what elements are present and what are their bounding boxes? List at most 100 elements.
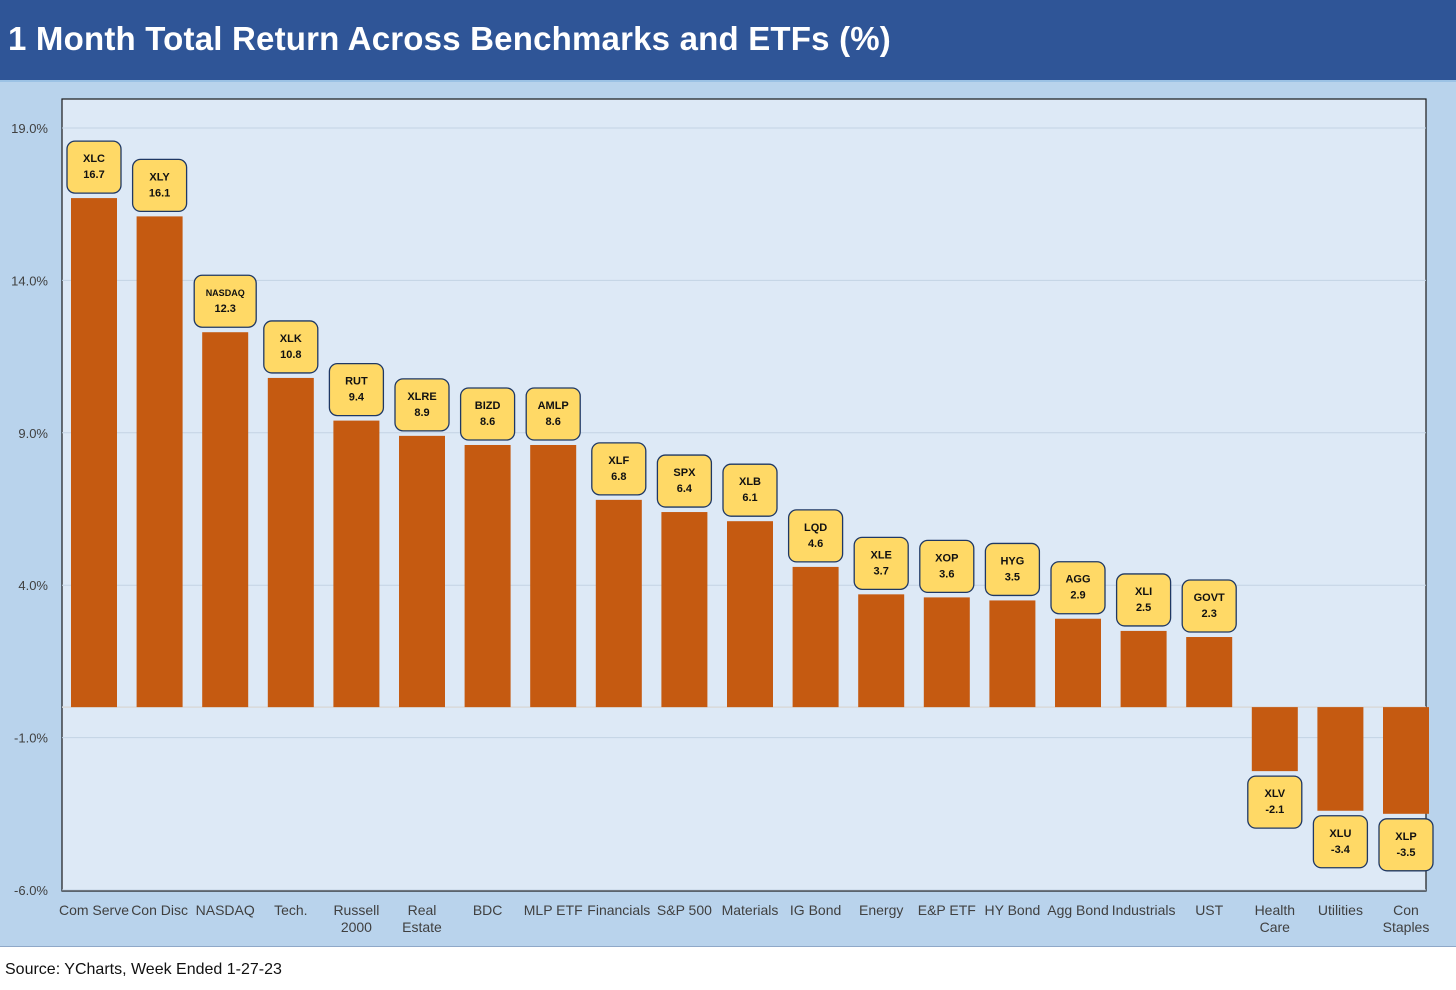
y-tick-label: 19.0% bbox=[11, 121, 48, 136]
data-label-ticker: XLY bbox=[149, 171, 170, 183]
data-label-value: 2.9 bbox=[1070, 590, 1085, 602]
data-label-ticker: XLB bbox=[739, 476, 761, 488]
bar bbox=[923, 597, 970, 708]
data-label-ticker: XLP bbox=[1395, 831, 1416, 843]
data-label-box bbox=[394, 378, 450, 432]
x-tick-label: UST bbox=[1195, 902, 1223, 918]
x-tick-label: IG Bond bbox=[790, 902, 841, 918]
data-label-box bbox=[263, 320, 319, 374]
data-label-ticker: XLV bbox=[1265, 788, 1286, 800]
footer: Source: YCharts, Week Ended 1-27-23 bbox=[0, 946, 1456, 990]
data-label-value: 3.6 bbox=[939, 568, 954, 580]
data-label-ticker: XLF bbox=[608, 455, 629, 467]
data-label-box bbox=[131, 158, 188, 213]
chart-title: 1 Month Total Return Across Benchmarks a… bbox=[8, 20, 891, 57]
data-label-ticker: NASDAQ bbox=[206, 288, 245, 298]
data-label-ticker: AGG bbox=[1065, 574, 1090, 586]
data-label-ticker: XLI bbox=[1135, 586, 1152, 598]
bar bbox=[989, 600, 1036, 708]
bar bbox=[333, 420, 380, 708]
data-label-box bbox=[787, 509, 844, 563]
bar bbox=[792, 566, 839, 708]
x-tick-label: MLP ETF bbox=[524, 902, 583, 918]
x-tick-label: Utilities bbox=[1318, 902, 1363, 918]
data-label-value: 2.3 bbox=[1202, 608, 1217, 620]
x-tick-label: E&P ETF bbox=[918, 902, 976, 918]
bar bbox=[530, 444, 577, 708]
bar bbox=[136, 216, 183, 708]
data-label-value: 2.5 bbox=[1136, 602, 1151, 614]
y-tick-label: 4.0% bbox=[18, 578, 48, 593]
data-label-box bbox=[853, 536, 909, 590]
x-tick-label: Con bbox=[1393, 902, 1419, 918]
data-label-box bbox=[459, 387, 516, 441]
x-tick-label: Financials bbox=[587, 902, 650, 918]
source-note: Source: YCharts, Week Ended 1-27-23 bbox=[5, 961, 282, 978]
bar bbox=[1120, 630, 1167, 708]
bar bbox=[1186, 637, 1233, 708]
data-label-box bbox=[1378, 818, 1434, 872]
x-tick-label: S&P 500 bbox=[657, 902, 712, 918]
data-label-ticker: XLU bbox=[1329, 828, 1351, 840]
x-tick-label: Com Serve bbox=[59, 902, 129, 918]
data-label-box bbox=[656, 454, 713, 508]
data-label-value: 16.7 bbox=[83, 169, 104, 181]
data-label-box bbox=[525, 387, 581, 441]
data-label-ticker: XOP bbox=[935, 552, 958, 564]
bar bbox=[858, 594, 905, 708]
data-label-ticker: AMLP bbox=[538, 400, 569, 412]
data-label-box bbox=[1247, 775, 1303, 829]
bar-chart: 19.0% 14.0% 9.0% 4.0% -1.0% -6.0% XLC 16.7 Com S… bbox=[11, 98, 1434, 935]
bar bbox=[464, 444, 511, 708]
x-tick-label: Health bbox=[1255, 902, 1295, 918]
data-label-ticker: HYG bbox=[1000, 555, 1024, 567]
data-label-value: 3.7 bbox=[874, 565, 889, 577]
x-tick-label: Estate bbox=[402, 919, 442, 935]
data-label-ticker: BIZD bbox=[475, 400, 501, 412]
bar bbox=[1317, 707, 1364, 811]
x-tick-label: 2000 bbox=[341, 919, 372, 935]
data-label-value: 8.6 bbox=[480, 416, 495, 428]
data-label-box bbox=[1050, 561, 1106, 615]
data-label-ticker: RUT bbox=[345, 376, 368, 388]
data-label-box bbox=[722, 463, 778, 517]
data-label-box bbox=[1181, 579, 1237, 633]
data-label-value: 6.8 bbox=[611, 471, 626, 483]
bar bbox=[661, 512, 708, 708]
bar bbox=[202, 332, 249, 708]
x-tick-label: Staples bbox=[1383, 919, 1430, 935]
x-tick-label: Con Disc bbox=[131, 902, 188, 918]
bar bbox=[1251, 707, 1298, 772]
x-tick-label: Materials bbox=[722, 902, 779, 918]
bar bbox=[1055, 618, 1101, 708]
data-label-box bbox=[591, 442, 647, 496]
data-label-box bbox=[328, 362, 385, 417]
data-label-ticker: SPX bbox=[673, 467, 696, 479]
data-label-value: -3.5 bbox=[1397, 847, 1416, 859]
bar bbox=[399, 435, 445, 708]
data-label-value: 8.6 bbox=[546, 416, 561, 428]
data-label-value: 12.3 bbox=[214, 303, 235, 315]
x-tick-label: Energy bbox=[859, 902, 903, 918]
data-label-value: 4.6 bbox=[808, 538, 823, 550]
data-label-box bbox=[193, 274, 257, 328]
y-tick-label: 14.0% bbox=[11, 273, 48, 288]
y-tick-label: -1.0% bbox=[14, 731, 48, 746]
data-label-box bbox=[1312, 815, 1369, 869]
data-label-box bbox=[1115, 573, 1172, 627]
chart-header: 1 Month Total Return Across Benchmarks a… bbox=[0, 0, 1456, 82]
x-tick-label: Russell bbox=[333, 902, 379, 918]
data-label-ticker: GOVT bbox=[1194, 592, 1225, 604]
data-label-value: 8.9 bbox=[414, 407, 429, 419]
data-label-value: 6.1 bbox=[742, 492, 757, 504]
data-label-value: 9.4 bbox=[349, 392, 365, 404]
bar bbox=[71, 198, 117, 708]
data-label-value: 6.4 bbox=[677, 483, 693, 495]
bar bbox=[595, 499, 642, 708]
data-label-box bbox=[66, 140, 122, 194]
x-tick-label: Tech. bbox=[274, 902, 307, 918]
data-label-ticker: XLC bbox=[83, 153, 105, 165]
x-tick-label: Care bbox=[1260, 919, 1291, 935]
x-tick-label: NASDAQ bbox=[196, 902, 255, 918]
data-label-value: 3.5 bbox=[1005, 571, 1020, 583]
